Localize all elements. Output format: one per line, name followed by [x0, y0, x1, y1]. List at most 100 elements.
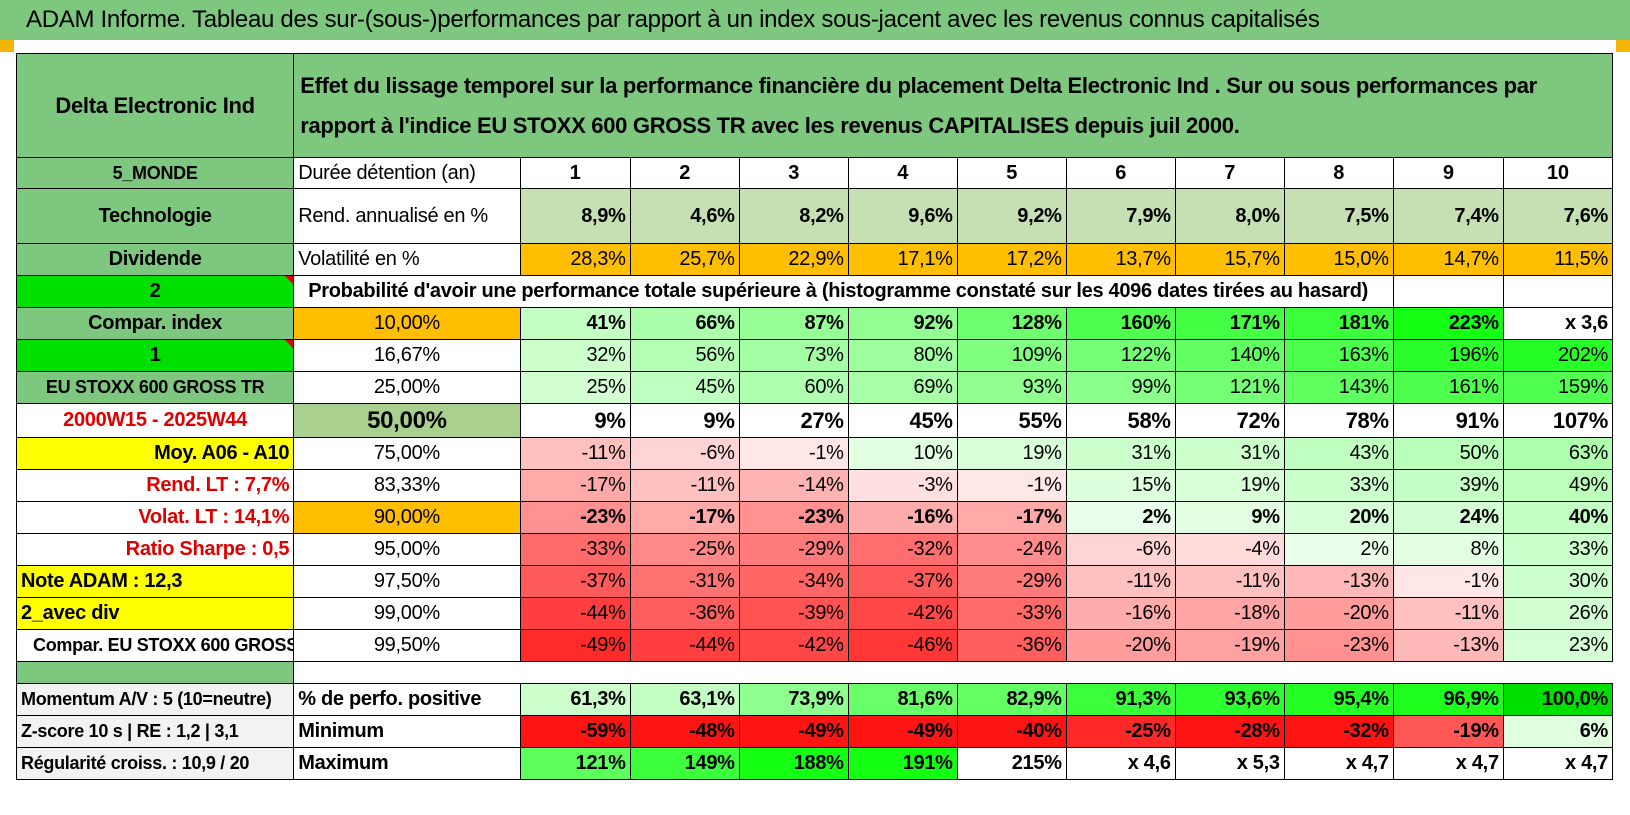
performance-value: -4%	[1174, 533, 1285, 566]
dividend-label: Dividende	[16, 243, 295, 276]
performance-value: -49%	[519, 629, 631, 662]
holding-year: 2	[629, 157, 740, 189]
volatility: 15,7%	[1174, 243, 1285, 276]
performance-value: 19%	[956, 437, 1067, 470]
performance-value: 43%	[1283, 437, 1394, 470]
performance-value: 31%	[1174, 437, 1285, 470]
stat-value: x 4,7	[1502, 747, 1613, 780]
performance-value: 160%	[1065, 307, 1176, 340]
performance-value: -11%	[1392, 597, 1504, 630]
performance-value: 41%	[519, 307, 631, 340]
performance-value: 72%	[1174, 403, 1285, 438]
performance-value: -13%	[1283, 565, 1394, 598]
performance-value: -13%	[1392, 629, 1504, 662]
performance-value: -23%	[738, 501, 849, 534]
performance-value: 109%	[956, 339, 1067, 372]
volatility: 22,9%	[738, 243, 849, 276]
stat-value: 95,4%	[1283, 683, 1394, 716]
holding-year: 9	[1392, 157, 1504, 189]
volatility: 14,7%	[1392, 243, 1504, 276]
stat-label: Maximum	[293, 747, 521, 780]
performance-value: 2%	[1283, 533, 1394, 566]
percentile-level: 83,33%	[293, 469, 521, 502]
performance-value: -46%	[847, 629, 958, 662]
performance-value: 202%	[1502, 339, 1613, 372]
stat-value: 81,6%	[847, 683, 958, 716]
moy-label: Moy. A06 - A10	[16, 437, 295, 470]
percentile-level: 97,50%	[293, 565, 521, 598]
stat-value: -49%	[847, 715, 958, 748]
performance-value: -3%	[847, 469, 958, 502]
performance-value: -34%	[738, 565, 849, 598]
performance-value: -32%	[847, 533, 958, 566]
performance-value: 19%	[1174, 469, 1285, 502]
stat-label: Minimum	[293, 715, 521, 748]
performance-value: 9%	[1174, 501, 1285, 534]
performance-value: 171%	[1174, 307, 1285, 340]
stock-name: Delta Electronic Ind	[16, 53, 295, 158]
stat-value: 121%	[519, 747, 631, 780]
performance-value: -20%	[1065, 629, 1176, 662]
annualized-return: 9,2%	[956, 188, 1067, 244]
holding-year: 7	[1174, 157, 1285, 189]
spacer-green	[16, 661, 295, 684]
performance-value: -31%	[629, 565, 740, 598]
performance-value: 87%	[738, 307, 849, 340]
note-adam-label: Note ADAM : 12,3	[16, 565, 295, 598]
performance-value: -17%	[519, 469, 631, 502]
avec-div-label: 2_avec div	[16, 597, 295, 630]
performance-value: 20%	[1283, 501, 1394, 534]
performance-value: -17%	[629, 501, 740, 534]
stat-value: 93,6%	[1174, 683, 1285, 716]
annualized-return: 7,5%	[1283, 188, 1394, 244]
stat-value: 191%	[847, 747, 958, 780]
performance-value: -29%	[738, 533, 849, 566]
holding-year: 3	[738, 157, 849, 189]
performance-value: 78%	[1283, 403, 1394, 438]
stat-label: % de perfo. positive	[293, 683, 521, 716]
stat-value: -19%	[1392, 715, 1504, 748]
sector-label: Technologie	[16, 188, 295, 244]
performance-value: -36%	[629, 597, 740, 630]
volatility: 28,3%	[519, 243, 631, 276]
regularite-label: Régularité croiss. : 10,9 / 20	[16, 747, 295, 780]
performance-value: -37%	[519, 565, 631, 598]
corner-marker-right	[1616, 40, 1630, 52]
performance-value: 181%	[1283, 307, 1394, 340]
performance-value: -6%	[629, 437, 740, 470]
volatility: 15,0%	[1283, 243, 1394, 276]
performance-value: 60%	[738, 371, 849, 404]
stat-value: -25%	[1065, 715, 1176, 748]
annualized-return: 9,6%	[847, 188, 958, 244]
report-title: ADAM Informe. Tableau des sur-(sous-)per…	[0, 0, 1630, 40]
performance-value: 56%	[629, 339, 740, 372]
performance-value: 45%	[847, 403, 958, 438]
rend-label: Rend. annualisé en %	[293, 188, 521, 244]
stat-value: 82,9%	[956, 683, 1067, 716]
period-label: 2000W15 - 2025W44	[16, 403, 295, 438]
performance-value: 45%	[629, 371, 740, 404]
performance-value: -36%	[956, 629, 1067, 662]
performance-value: 92%	[847, 307, 958, 340]
performance-value: -14%	[738, 469, 849, 502]
performance-value: 63%	[1502, 437, 1613, 470]
stat-value: -32%	[1283, 715, 1394, 748]
holding-year: 4	[847, 157, 958, 189]
momentum-label: Momentum A/V : 5 (10=neutre)	[16, 683, 295, 716]
compar-eu-label: Compar. EU STOXX 600 GROSS TR	[16, 629, 295, 662]
stat-value: 6%	[1502, 715, 1613, 748]
performance-value: 99%	[1065, 371, 1176, 404]
vol-label: Volatilité en %	[293, 243, 521, 276]
performance-value: 33%	[1283, 469, 1394, 502]
performance-value: 91%	[1392, 403, 1504, 438]
performance-value: 9%	[629, 403, 740, 438]
stat-value: -49%	[738, 715, 849, 748]
performance-value: 223%	[1392, 307, 1504, 340]
percentile-level: 25,00%	[293, 371, 521, 404]
performance-value: 26%	[1502, 597, 1613, 630]
annualized-return: 4,6%	[629, 188, 740, 244]
code-1: 1	[16, 339, 295, 372]
performance-value: 25%	[519, 371, 631, 404]
performance-value: -11%	[1065, 565, 1176, 598]
stat-value: 188%	[738, 747, 849, 780]
